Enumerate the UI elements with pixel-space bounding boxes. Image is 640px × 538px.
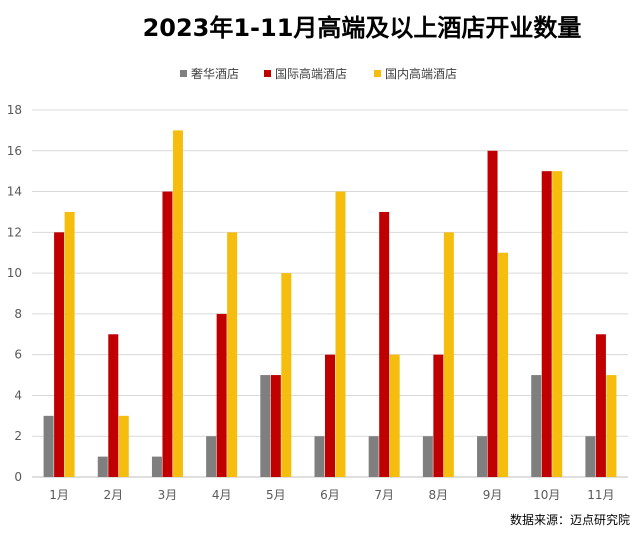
bar-1-8	[422, 436, 433, 477]
bar-1-11	[585, 436, 596, 477]
x-tick-label: 6月	[320, 488, 340, 502]
bar-3-8	[443, 232, 454, 477]
legend: 奢华酒店 国际高端酒店 国内高端酒店	[180, 66, 457, 81]
y-axis-tick-labels: 0 2 4 6 8 10 12 14 16 18	[7, 103, 22, 484]
x-tick-label: 8月	[429, 488, 449, 502]
bar-1-10	[531, 375, 542, 477]
bar-2-2	[108, 334, 119, 477]
bar-1-7	[368, 436, 379, 477]
gridlines	[32, 109, 628, 478]
bar-3-7	[389, 354, 400, 477]
bar-2-1	[54, 232, 65, 477]
legend-swatch	[374, 70, 381, 77]
x-tick-label: 3月	[158, 488, 178, 502]
y-tick-label: 0	[14, 470, 22, 484]
legend-swatch	[264, 70, 271, 77]
x-tick-label: 7月	[374, 488, 394, 502]
x-tick-label: 9月	[483, 488, 503, 502]
y-tick-label: 4	[14, 388, 22, 402]
y-tick-label: 16	[7, 144, 22, 158]
y-tick-label: 12	[7, 225, 22, 239]
x-tick-label: 2月	[103, 488, 123, 502]
bar-2-10	[541, 171, 552, 477]
bars	[43, 130, 617, 478]
bar-3-2	[118, 415, 129, 477]
legend-swatch	[180, 70, 187, 77]
y-tick-label: 6	[14, 348, 22, 362]
bar-1-4	[206, 436, 217, 477]
y-tick-label: 10	[7, 266, 22, 280]
x-tick-label: 11月	[587, 488, 614, 502]
x-tick-label: 5月	[266, 488, 286, 502]
x-axis-tick-labels: 1月 2月 3月 4月 5月 6月 7月 8月 9月 10月 11月	[49, 488, 614, 502]
bar-2-9	[487, 150, 498, 477]
chart-title: 2023年1-11月高端及以上酒店开业数量	[143, 14, 582, 42]
bar-3-1	[64, 211, 75, 477]
x-tick-label: 10月	[533, 488, 560, 502]
bar-1-6	[314, 436, 325, 477]
bar-2-3	[162, 191, 173, 478]
bar-1-5	[260, 375, 271, 477]
bar-3-9	[498, 252, 509, 477]
x-tick-label: 1月	[49, 488, 69, 502]
bar-2-7	[379, 211, 390, 477]
bar-3-3	[172, 130, 183, 477]
x-tick-label: 4月	[212, 488, 232, 502]
bar-2-6	[325, 354, 335, 477]
y-tick-label: 2	[14, 429, 22, 443]
bar-3-10	[552, 171, 563, 477]
legend-label: 国际高端酒店	[275, 66, 347, 81]
bar-1-9	[477, 436, 488, 477]
bar-2-5	[270, 375, 281, 477]
bar-3-4	[227, 232, 238, 477]
bar-2-11	[595, 334, 606, 477]
bar-2-8	[433, 354, 444, 477]
y-tick-label: 18	[7, 103, 22, 117]
y-tick-label: 8	[14, 307, 22, 321]
bar-3-5	[281, 273, 292, 477]
y-tick-label: 14	[7, 185, 22, 199]
bar-3-11	[606, 375, 617, 477]
bar-1-3	[151, 456, 162, 477]
data-source-note: 数据来源：迈点研究院	[510, 512, 630, 527]
bar-1-1	[43, 415, 54, 477]
bar-3-6	[335, 191, 346, 478]
legend-label: 奢华酒店	[191, 67, 239, 81]
legend-label: 国内高端酒店	[385, 66, 457, 81]
bar-1-2	[97, 456, 108, 477]
bar-2-4	[216, 313, 227, 477]
